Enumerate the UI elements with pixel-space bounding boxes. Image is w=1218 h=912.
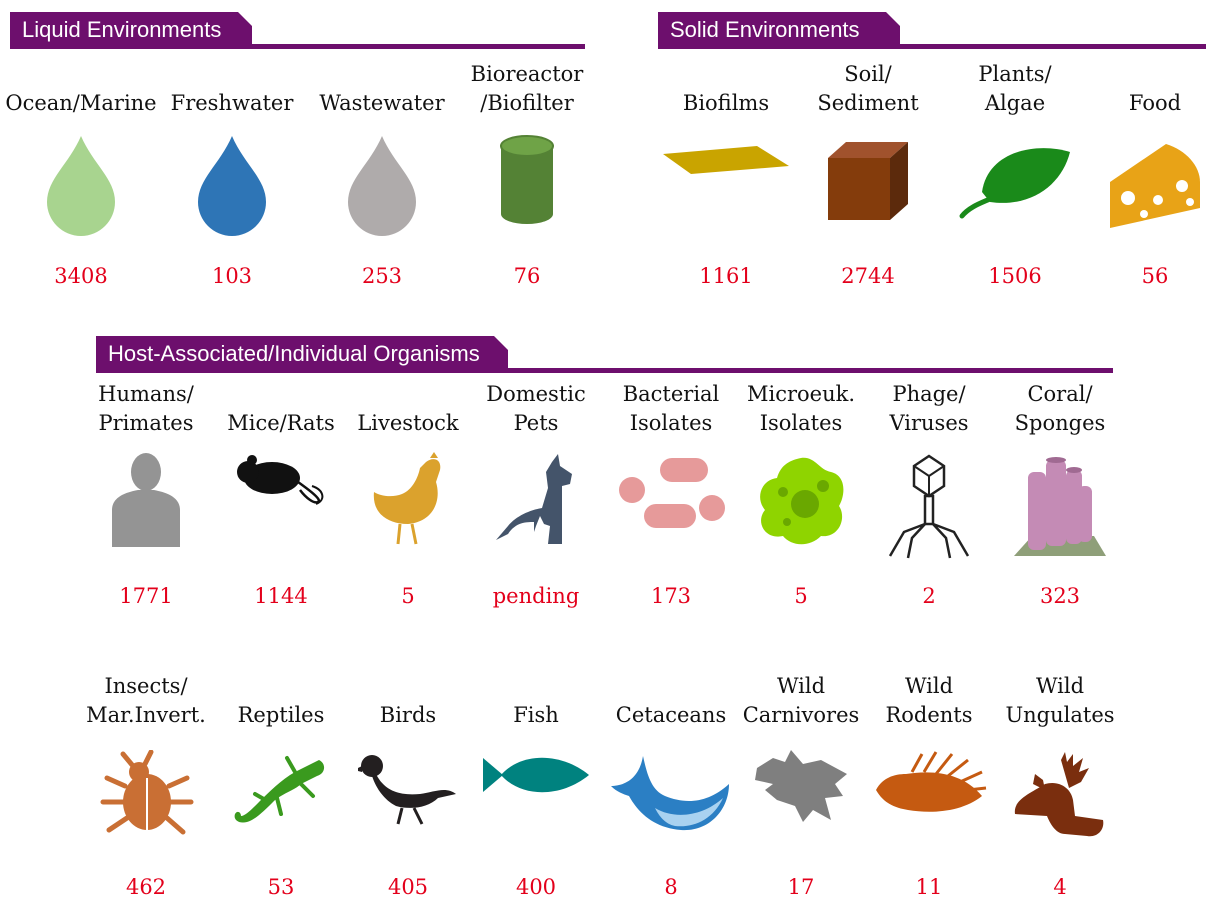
bird-icon <box>358 750 458 830</box>
sample-count: pending <box>492 584 580 608</box>
dog-and-cat-icon <box>486 452 586 552</box>
sample-count: 5 <box>401 584 415 608</box>
sample-count: 405 <box>387 875 429 899</box>
category-label: Biofilms <box>682 91 770 115</box>
sample-count: 53 <box>267 875 295 899</box>
sample-count: 400 <box>515 875 557 899</box>
moose-head-icon <box>1013 750 1108 840</box>
sample-count: 253 <box>361 264 403 288</box>
sample-count: 2 <box>922 584 936 608</box>
liquid-environments-rule <box>10 44 585 49</box>
category-label: Microeuk. Isolates <box>746 382 855 435</box>
beetle-icon <box>99 750 194 845</box>
sponge-icon <box>1010 452 1110 562</box>
category-label: Phage/ Viruses <box>889 382 969 435</box>
host-associated-rule <box>96 368 1113 373</box>
bacteria-icon <box>616 452 726 532</box>
sample-count: 1506 <box>988 264 1042 288</box>
category-label: Wild Ungulates <box>1005 674 1115 727</box>
liquid-environments-header: Liquid Environments <box>10 12 585 50</box>
host-associated-header: Host-Associated/Individual Organisms <box>96 336 1113 374</box>
chicken-icon <box>368 452 448 547</box>
category-label: Food <box>1128 91 1182 115</box>
sample-count: 2744 <box>841 264 895 288</box>
category-label: Cetaceans <box>615 703 727 727</box>
biofilm-sheet-icon <box>661 140 791 180</box>
solid-environments-header: Solid Environments <box>658 12 1206 50</box>
category-label: Wastewater <box>319 91 445 115</box>
microbe-blob-icon <box>751 452 851 552</box>
category-label: Soil/ Sediment <box>817 62 919 115</box>
category-label: Ocean/Marine <box>5 91 157 115</box>
sample-count: 1771 <box>119 584 173 608</box>
sample-count: 173 <box>650 584 692 608</box>
category-label: Mice/Rats <box>227 411 335 435</box>
category-label: Bioreactor /Biofilter <box>470 62 584 115</box>
category-label: Bacterial Isolates <box>622 382 720 435</box>
category-label: Coral/ Sponges <box>1014 382 1106 435</box>
category-label: Humans/ Primates <box>98 382 194 435</box>
green-cylinder-icon <box>497 134 557 229</box>
soil-cube-icon <box>826 140 910 224</box>
category-label: Reptiles <box>237 703 325 727</box>
sample-count: 103 <box>211 264 253 288</box>
category-label: Plants/ Algae <box>978 62 1052 115</box>
sample-count: 56 <box>1141 264 1169 288</box>
sample-count: 4 <box>1053 875 1067 899</box>
category-label: Domestic Pets <box>486 382 586 435</box>
sample-count: 462 <box>125 875 167 899</box>
wolf-head-icon <box>751 750 851 825</box>
host-associated-title: Host-Associated/Individual Organisms <box>96 336 508 372</box>
porcupine-icon <box>872 750 987 820</box>
category-label: Wild Carnivores <box>742 674 860 727</box>
leaf-icon <box>958 140 1073 220</box>
bacteriophage-icon <box>884 452 974 562</box>
solid-environments-title: Solid Environments <box>658 12 900 48</box>
category-label: Freshwater <box>170 91 294 115</box>
sample-count: 76 <box>513 264 541 288</box>
category-label: Fish <box>513 703 559 727</box>
sample-count: 323 <box>1039 584 1081 608</box>
sample-count: 1144 <box>254 584 308 608</box>
sample-count: 3408 <box>54 264 108 288</box>
category-label: Wild Rodents <box>885 674 973 727</box>
category-label: Birds <box>379 703 437 727</box>
category-label: Livestock <box>357 411 459 435</box>
category-label: Insects/ Mar.Invert. <box>86 674 206 727</box>
fish-icon <box>481 750 591 800</box>
sample-count: 17 <box>787 875 815 899</box>
whale-icon <box>609 750 734 835</box>
blue-water-drop-icon <box>192 134 272 239</box>
liquid-environments-title: Liquid Environments <box>10 12 252 48</box>
gray-water-drop-icon <box>342 134 422 239</box>
sample-count: 5 <box>794 584 808 608</box>
light-green-water-drop-icon <box>41 134 121 239</box>
gecko-icon <box>231 750 331 835</box>
sample-count: 8 <box>664 875 678 899</box>
human-silhouette-icon <box>108 452 184 547</box>
cheese-icon <box>1108 140 1203 230</box>
solid-environments-rule <box>658 44 1206 49</box>
sample-count: 1161 <box>699 264 753 288</box>
mouse-icon <box>234 452 329 507</box>
sample-count: 11 <box>915 875 943 899</box>
